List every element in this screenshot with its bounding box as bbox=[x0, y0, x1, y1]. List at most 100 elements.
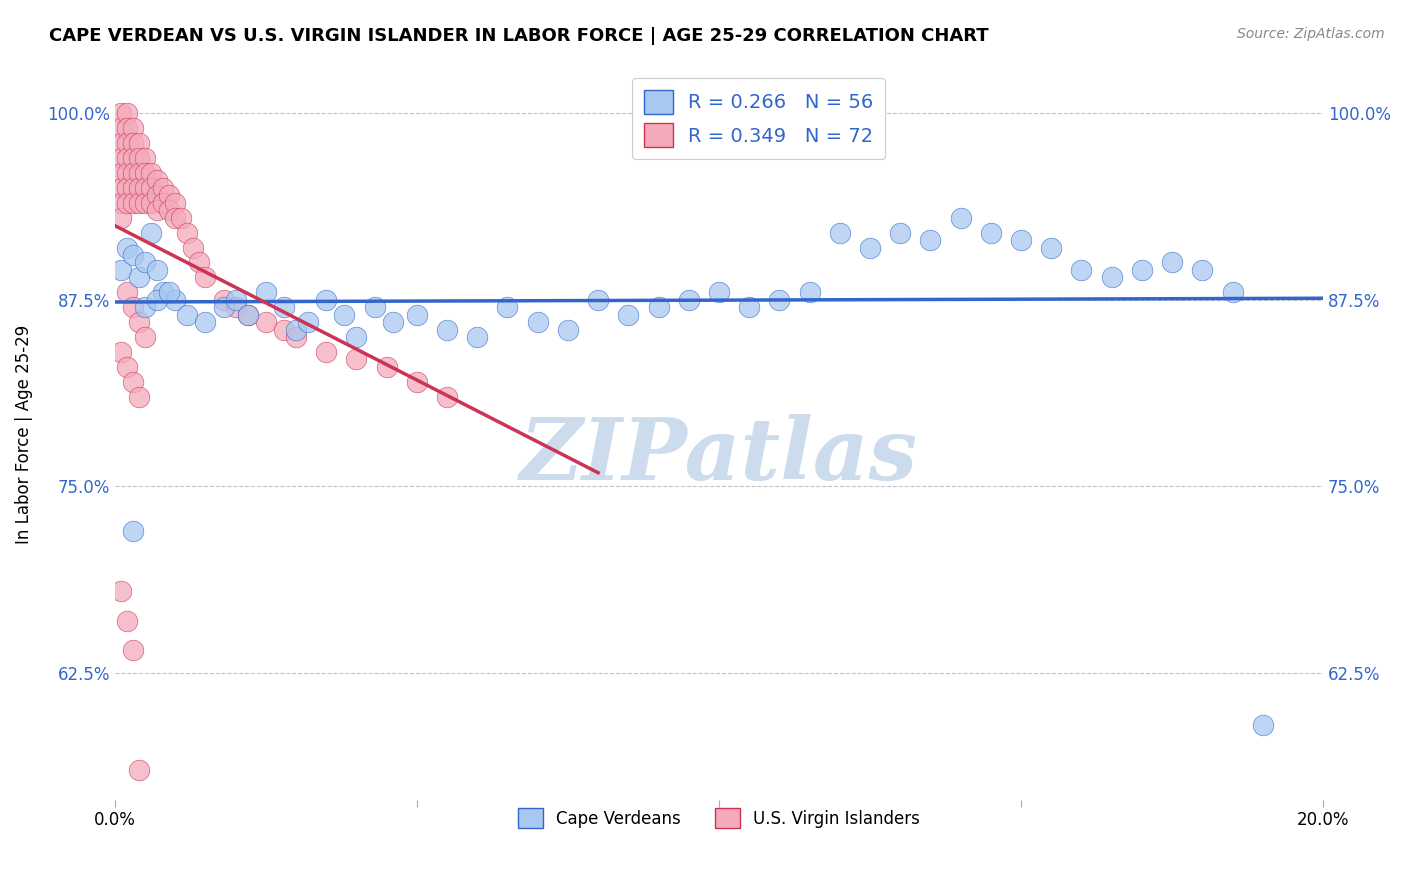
Point bbox=[285, 330, 308, 344]
Point bbox=[465, 330, 488, 344]
Point bbox=[157, 203, 180, 218]
Point bbox=[617, 308, 640, 322]
Point bbox=[165, 293, 187, 307]
Point bbox=[139, 195, 162, 210]
Point bbox=[115, 106, 138, 120]
Point bbox=[110, 151, 132, 165]
Point bbox=[181, 241, 204, 255]
Point bbox=[212, 293, 235, 307]
Point bbox=[315, 293, 337, 307]
Point bbox=[405, 375, 427, 389]
Point bbox=[236, 308, 259, 322]
Point bbox=[859, 241, 882, 255]
Point bbox=[828, 226, 851, 240]
Point bbox=[236, 308, 259, 322]
Point bbox=[122, 248, 145, 262]
Legend: Cape Verdeans, U.S. Virgin Islanders: Cape Verdeans, U.S. Virgin Islanders bbox=[512, 801, 927, 835]
Point bbox=[128, 270, 150, 285]
Point bbox=[799, 285, 821, 300]
Point bbox=[165, 195, 187, 210]
Point bbox=[1191, 263, 1213, 277]
Point bbox=[586, 293, 609, 307]
Point bbox=[139, 226, 162, 240]
Point bbox=[152, 195, 174, 210]
Point bbox=[436, 322, 458, 336]
Point bbox=[254, 315, 277, 329]
Point bbox=[128, 136, 150, 150]
Point bbox=[122, 300, 145, 314]
Point bbox=[110, 211, 132, 225]
Point bbox=[346, 352, 368, 367]
Point bbox=[146, 293, 169, 307]
Point bbox=[115, 121, 138, 136]
Point bbox=[128, 151, 150, 165]
Point bbox=[128, 763, 150, 777]
Point bbox=[285, 322, 308, 336]
Point bbox=[254, 285, 277, 300]
Point bbox=[194, 270, 217, 285]
Text: CAPE VERDEAN VS U.S. VIRGIN ISLANDER IN LABOR FORCE | AGE 25-29 CORRELATION CHAR: CAPE VERDEAN VS U.S. VIRGIN ISLANDER IN … bbox=[49, 27, 988, 45]
Point bbox=[1222, 285, 1244, 300]
Point bbox=[1070, 263, 1092, 277]
Point bbox=[1101, 270, 1123, 285]
Point bbox=[134, 195, 156, 210]
Point bbox=[165, 211, 187, 225]
Point bbox=[115, 285, 138, 300]
Point bbox=[115, 614, 138, 628]
Point bbox=[346, 330, 368, 344]
Point bbox=[496, 300, 519, 314]
Text: Source: ZipAtlas.com: Source: ZipAtlas.com bbox=[1237, 27, 1385, 41]
Point bbox=[146, 188, 169, 202]
Point bbox=[128, 315, 150, 329]
Point bbox=[110, 345, 132, 359]
Y-axis label: In Labor Force | Age 25-29: In Labor Force | Age 25-29 bbox=[15, 325, 32, 543]
Point bbox=[122, 136, 145, 150]
Point bbox=[134, 166, 156, 180]
Point bbox=[122, 524, 145, 538]
Point bbox=[122, 166, 145, 180]
Point bbox=[122, 181, 145, 195]
Point bbox=[110, 181, 132, 195]
Point bbox=[678, 293, 700, 307]
Point bbox=[225, 300, 247, 314]
Point bbox=[920, 233, 942, 247]
Point bbox=[122, 195, 145, 210]
Point bbox=[128, 195, 150, 210]
Point bbox=[212, 300, 235, 314]
Point bbox=[122, 121, 145, 136]
Point bbox=[949, 211, 972, 225]
Point bbox=[363, 300, 385, 314]
Point bbox=[115, 359, 138, 374]
Point bbox=[1010, 233, 1032, 247]
Point bbox=[152, 285, 174, 300]
Point bbox=[1130, 263, 1153, 277]
Point bbox=[128, 181, 150, 195]
Point bbox=[768, 293, 790, 307]
Point bbox=[134, 330, 156, 344]
Point bbox=[273, 322, 295, 336]
Point bbox=[707, 285, 730, 300]
Point bbox=[157, 188, 180, 202]
Point bbox=[315, 345, 337, 359]
Point bbox=[115, 181, 138, 195]
Point bbox=[122, 375, 145, 389]
Point bbox=[110, 263, 132, 277]
Point bbox=[1040, 241, 1063, 255]
Point bbox=[110, 136, 132, 150]
Point bbox=[146, 203, 169, 218]
Point bbox=[134, 255, 156, 269]
Point bbox=[110, 166, 132, 180]
Point bbox=[647, 300, 669, 314]
Point bbox=[526, 315, 548, 329]
Point bbox=[134, 300, 156, 314]
Point bbox=[139, 166, 162, 180]
Point bbox=[152, 181, 174, 195]
Point bbox=[146, 263, 169, 277]
Point bbox=[115, 136, 138, 150]
Point bbox=[139, 181, 162, 195]
Point bbox=[1251, 718, 1274, 732]
Text: ZIPatlas: ZIPatlas bbox=[520, 414, 918, 498]
Point bbox=[381, 315, 404, 329]
Point bbox=[157, 285, 180, 300]
Point bbox=[115, 195, 138, 210]
